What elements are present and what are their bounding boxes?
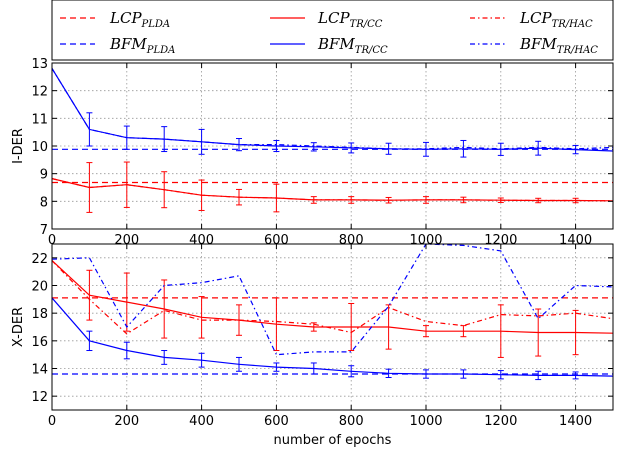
i-der-ytick-label-12: 12	[31, 85, 48, 100]
legend-label-bfm-tr-cc: BFMTR/CC	[317, 35, 388, 56]
x-der-xtick-label-0: 0	[48, 414, 56, 429]
i-der-ytick-label-9: 9	[40, 168, 48, 183]
i-der-ytick-label-11: 11	[31, 112, 48, 127]
legend-label-bfm-tr-hac: BFMTR/HAC	[519, 35, 598, 56]
x-axis-label: number of epochs	[274, 433, 392, 448]
x-der-xtick-label-1200: 1200	[484, 414, 517, 429]
x-der-xtick-label-400: 400	[189, 414, 214, 429]
i-der-xtick-label-0: 0	[48, 233, 56, 248]
x-der-xtick-label-1000: 1000	[409, 414, 442, 429]
x-der-series-bfm-tr-cc	[52, 297, 613, 377]
x-der-xtick-label-200: 200	[114, 414, 139, 429]
x-der-ytick-label-14: 14	[31, 363, 48, 378]
i-der-ytick-label-7: 7	[40, 223, 48, 238]
x-der-axes-frame	[51, 243, 614, 411]
legend-label-bfm-plda: BFMPLDA	[109, 35, 175, 56]
x-der-ytick-label-22: 22	[31, 252, 48, 267]
legend-label-lcp-tr-cc: LCPTR/CC	[317, 9, 383, 30]
legend: LCPPLDA BFMPLDA LCPTR/CC BFMTR/CC LCPTR/HAC B…	[51, 0, 614, 61]
x-der-xtick-label-1400: 1400	[559, 414, 592, 429]
legend-frame	[51, 0, 614, 61]
i-der-ytick-label-8: 8	[40, 195, 48, 210]
x-der-xtick-label-800: 800	[339, 414, 364, 429]
x-der-series-lcp-tr-hac	[52, 260, 613, 335]
i-der-series-lcp-tr-cc	[52, 178, 613, 202]
i-der-y-axis-label: I-DER	[11, 128, 26, 164]
x-der-series-bfm-tr-hac	[52, 244, 613, 356]
i-der-ytick-label-13: 13	[31, 57, 48, 72]
x-der-xtick-label-600: 600	[264, 414, 289, 429]
x-der-panel: 0 200 400 600 800 1000 1200 1400 12 14 16 18 20 22 X-D…	[11, 243, 614, 448]
legend-label-lcp-tr-hac: LCPTR/HAC	[519, 9, 593, 30]
legend-label-lcp-plda: LCPPLDA	[109, 9, 170, 30]
x-der-ytick-label-18: 18	[31, 307, 48, 322]
x-der-series-lcp-tr-cc	[52, 260, 613, 334]
x-der-ytick-label-12: 12	[31, 390, 48, 405]
x-der-y-axis-label: X-DER	[11, 307, 26, 347]
i-der-ytick-label-10: 10	[31, 140, 48, 155]
x-der-ytick-label-20: 20	[31, 280, 48, 295]
x-der-ytick-label-16: 16	[31, 335, 48, 350]
i-der-series-bfm-tr-hac	[52, 68, 613, 150]
